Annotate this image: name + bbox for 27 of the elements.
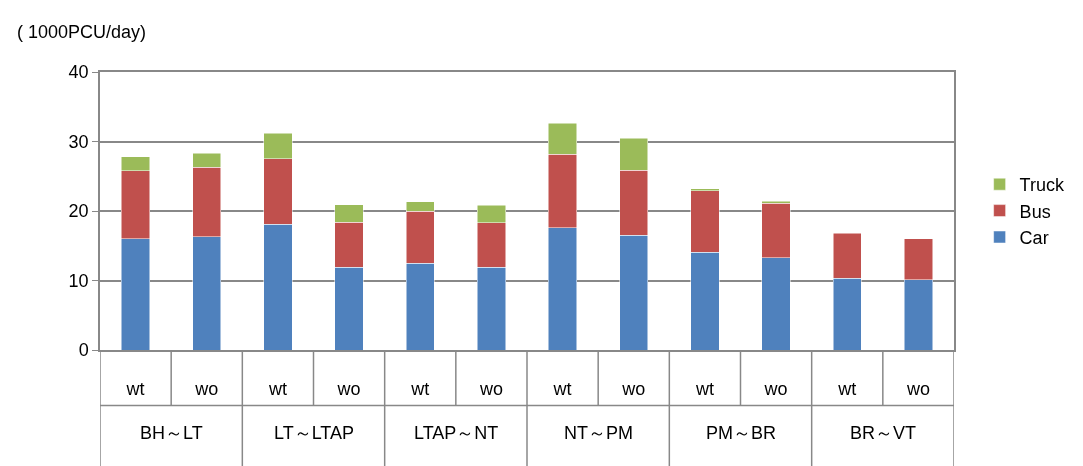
y-tick-label: 40 bbox=[68, 62, 89, 83]
y-axis-title: ( 1000PCU/day) bbox=[17, 22, 147, 42]
y-tick-label: 0 bbox=[78, 340, 89, 361]
x-tick-label: wt bbox=[410, 379, 430, 400]
y-tick-label: 20 bbox=[68, 201, 89, 222]
x-tick-label: wo bbox=[763, 379, 788, 400]
text: LTAP～NT bbox=[414, 423, 499, 443]
legend-label: Car bbox=[1019, 228, 1049, 249]
x-tick-label: wt bbox=[552, 379, 572, 400]
x-tick-label: wt bbox=[125, 379, 145, 400]
legend-label: Bus bbox=[1019, 201, 1051, 222]
x-tick-label: wo bbox=[336, 379, 361, 400]
text: LT～LTAP bbox=[274, 423, 355, 443]
y-tick-label: 30 bbox=[68, 131, 89, 152]
x-tick-label: wo bbox=[905, 379, 930, 400]
y-tick-label: 10 bbox=[68, 270, 89, 291]
legend-label: Truck bbox=[1019, 175, 1065, 196]
x-tick-label: wt bbox=[837, 379, 857, 400]
text: NT～PM bbox=[564, 423, 633, 443]
x-tick-label: wo bbox=[621, 379, 646, 400]
x-tick-label: wt bbox=[267, 379, 287, 400]
x-tick-label: wo bbox=[478, 379, 503, 400]
x-tick-label: wo bbox=[194, 379, 219, 400]
x-tick-label: wt bbox=[694, 379, 714, 400]
text: BH～LT bbox=[140, 423, 203, 443]
text: BR～VT bbox=[850, 423, 917, 443]
text: PM～BR bbox=[706, 423, 777, 443]
